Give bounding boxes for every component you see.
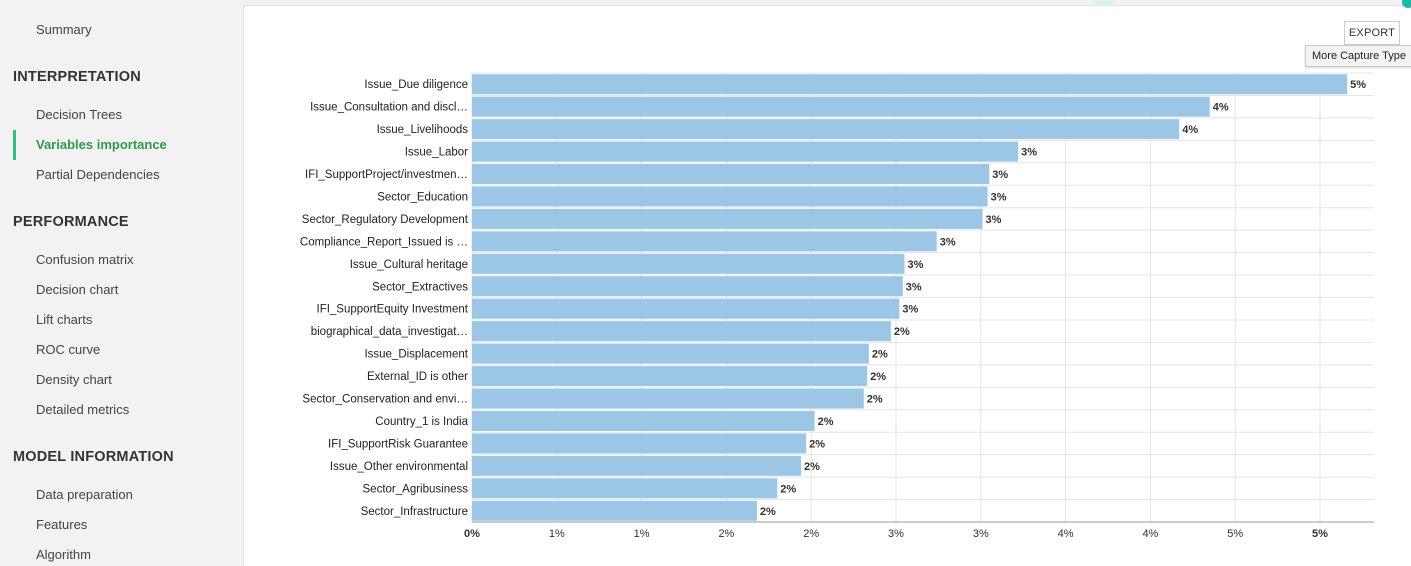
- data-label: 3%: [902, 304, 918, 316]
- data-label: 3%: [907, 259, 923, 271]
- sidebar-item-decision-chart[interactable]: Decision chart: [36, 282, 119, 297]
- category-label: External_ID is other: [367, 371, 468, 383]
- category-label: Sector_Extractives: [372, 281, 468, 293]
- x-tick-label: 2%: [718, 528, 734, 540]
- data-label: 3%: [992, 169, 1008, 181]
- active-item-indicator: [13, 130, 16, 160]
- x-tick-label: 5%: [1227, 528, 1243, 540]
- bar: [472, 253, 905, 274]
- data-label: 4%: [1182, 124, 1198, 136]
- sidebar: Summary INTERPRETATION Decision Trees Va…: [0, 0, 241, 562]
- bar: [472, 276, 903, 297]
- sidebar-item-algorithm[interactable]: Algorithm: [36, 547, 91, 562]
- bar: [472, 164, 990, 185]
- bar: [472, 231, 937, 252]
- bar: [472, 298, 900, 319]
- section-title-model-information: MODEL INFORMATION: [13, 449, 174, 465]
- sidebar-item-features[interactable]: Features: [36, 517, 88, 532]
- data-label: 2%: [867, 394, 883, 406]
- section-title-interpretation: INTERPRETATION: [13, 69, 141, 85]
- category-label: Issue_Displacement: [364, 349, 468, 361]
- category-label: IFI_SupportEquity Investment: [317, 304, 469, 316]
- x-tick-label: 4%: [1142, 528, 1158, 540]
- data-label: 2%: [760, 506, 776, 518]
- bar: [472, 366, 868, 387]
- data-label: 3%: [1021, 147, 1037, 159]
- sidebar-item-partial-dependencies[interactable]: Partial Dependencies: [36, 167, 160, 182]
- x-axis: 0% 1% 1% 2% 2% 3% 3% 4% 4% 5% 5%: [464, 521, 1374, 540]
- section-title-performance: PERFORMANCE: [13, 214, 129, 230]
- bar: [472, 186, 988, 207]
- category-label: Issue_Other environmental: [330, 461, 468, 473]
- bar: [472, 119, 1180, 140]
- data-label: 4%: [1213, 102, 1229, 114]
- sidebar-item-roc-curve[interactable]: ROC curve: [36, 342, 101, 357]
- category-label: biographical_data_investigat…: [311, 326, 468, 338]
- x-tick-label: 2%: [803, 528, 819, 540]
- data-label: 2%: [809, 438, 825, 450]
- bar: [472, 455, 802, 476]
- export-tooltip: More Capture Type: [1305, 45, 1411, 67]
- data-label: 3%: [906, 281, 922, 293]
- data-label: 2%: [872, 349, 888, 361]
- sidebar-item-decision-trees[interactable]: Decision Trees: [36, 107, 122, 122]
- category-label: Issue_Cultural heritage: [350, 259, 468, 271]
- category-label: Issue_Due diligence: [364, 79, 468, 91]
- bar: [472, 388, 864, 409]
- x-tick-label: 0%: [464, 528, 480, 540]
- data-label: 5%: [1350, 79, 1366, 91]
- data-label: 2%: [780, 483, 796, 495]
- bar: [472, 478, 778, 499]
- category-label: Sector_Regulatory Development: [302, 214, 469, 226]
- category-label: Compliance_Report_Issued is …: [300, 236, 468, 248]
- data-label: 3%: [940, 236, 956, 248]
- sidebar-item-detailed-metrics[interactable]: Detailed metrics: [36, 402, 130, 417]
- data-label: 2%: [870, 371, 886, 383]
- data-label: 3%: [985, 214, 1001, 226]
- category-label: Country_1 is India: [375, 416, 468, 428]
- x-tick-label: 1%: [634, 528, 650, 540]
- data-label: 2%: [894, 326, 910, 338]
- highlight-glow: [1092, 0, 1116, 6]
- data-label: 2%: [818, 416, 834, 428]
- bar: [472, 208, 983, 229]
- x-tick-label: 1%: [549, 528, 565, 540]
- category-label: IFI_SupportProject/investmen…: [305, 169, 468, 181]
- sidebar-item-density-chart[interactable]: Density chart: [36, 372, 112, 387]
- bar: [472, 343, 869, 364]
- bar: [472, 500, 757, 521]
- x-tick-label: 3%: [888, 528, 904, 540]
- x-tick-label: 5%: [1312, 528, 1328, 540]
- category-label: Issue_Livelihoods: [377, 124, 469, 136]
- category-label: Sector_Conservation and envi…: [302, 394, 468, 406]
- export-button[interactable]: EXPORT: [1344, 21, 1400, 45]
- category-label: Issue_Labor: [405, 147, 468, 159]
- x-tick-label: 4%: [1058, 528, 1074, 540]
- sidebar-item-lift-charts[interactable]: Lift charts: [36, 312, 93, 327]
- sidebar-item-confusion-matrix[interactable]: Confusion matrix: [36, 252, 134, 267]
- category-label: IFI_SupportRisk Guarantee: [328, 438, 468, 450]
- sidebar-item-summary[interactable]: Summary: [36, 22, 92, 37]
- grid-lines: [471, 72, 1374, 523]
- category-label: Issue_Consultation and discl…: [310, 102, 468, 114]
- bar: [472, 410, 815, 431]
- sidebar-item-data-preparation[interactable]: Data preparation: [36, 487, 133, 502]
- sidebar-item-variables-importance[interactable]: Variables importance: [36, 137, 167, 152]
- bars: Issue_Due diligence 5% Issue_Consultation …: [300, 74, 1366, 521]
- bar: [472, 74, 1348, 95]
- category-label: Sector_Agribusiness: [363, 483, 469, 495]
- x-tick-label: 3%: [973, 528, 989, 540]
- bar: [472, 433, 807, 454]
- bar: [472, 321, 891, 342]
- data-label: 2%: [804, 461, 820, 473]
- data-label: 3%: [991, 191, 1007, 203]
- notification-dot: [1402, 0, 1411, 8]
- category-label: Sector_Infrastructure: [361, 506, 468, 518]
- category-label: Sector_Education: [377, 191, 468, 203]
- bar: [472, 96, 1210, 117]
- bar: [472, 141, 1019, 162]
